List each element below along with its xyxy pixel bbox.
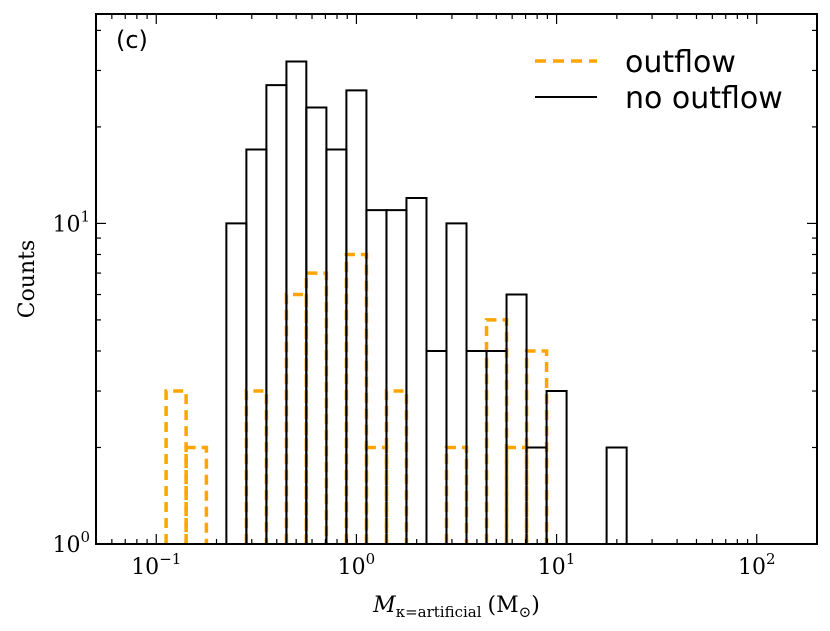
bin-no-outflow-0	[225, 222, 248, 544]
bin-outflow-1	[184, 445, 209, 544]
bin-no-outflow-12	[465, 349, 488, 544]
x-axis-label-unit: (M	[488, 593, 519, 618]
bin-no-outflow-6	[345, 89, 368, 544]
series-outflow	[164, 252, 549, 544]
x-axis-label-unit-close: )	[531, 593, 540, 618]
bin-no-outflow-5	[325, 148, 348, 544]
legend-label-outflow: outflow	[625, 45, 736, 80]
x-tick-label: 100	[338, 550, 376, 580]
y-tick-label: 101	[52, 207, 90, 237]
x-tick-label: 102	[738, 550, 776, 580]
bin-no-outflow-16	[545, 390, 568, 544]
bin-no-outflow-14	[505, 293, 528, 544]
bin-no-outflow-10	[425, 349, 448, 544]
legend-label-no-outflow: no outflow	[625, 81, 783, 116]
bin-outflow-3	[284, 292, 309, 544]
bin-no-outflow-15	[525, 446, 548, 544]
bin-outflow-0	[164, 389, 188, 544]
bin-no-outflow-8	[385, 209, 408, 544]
plot-frame	[95, 13, 818, 545]
bin-no-outflow-4	[305, 106, 328, 544]
x-tick-label: 101	[538, 550, 576, 580]
bin-no-outflow-13	[485, 349, 508, 544]
bin-no-outflow-11	[445, 222, 468, 544]
series-layer	[164, 60, 628, 544]
bin-no-outflow-3	[285, 60, 308, 544]
bin-outflow-8	[444, 445, 469, 544]
bin-no-outflow-7	[365, 209, 388, 544]
y-axis-label: Counts	[15, 240, 40, 319]
bin-outflow-2	[244, 389, 269, 544]
x-axis-label-subscript: κ=artificial	[396, 603, 482, 621]
bin-outflow-4	[304, 271, 329, 544]
y-tick-label: 100	[52, 528, 90, 558]
bin-outflow-5	[344, 252, 369, 544]
bin-outflow-7	[384, 389, 409, 544]
bin-no-outflow-1	[245, 148, 268, 544]
x-tick-label: 10−1	[131, 550, 181, 580]
legend: outflow no outflow	[535, 45, 783, 116]
ticks-layer: 10−1 100 101 102 100 101	[52, 14, 817, 580]
bin-no-outflow-9	[405, 197, 428, 544]
bin-no-outflow-17	[605, 446, 628, 544]
x-axis-label-unit-sub: ⊙	[519, 603, 532, 621]
series-no-outflow	[225, 60, 628, 544]
bin-outflow-6	[364, 445, 389, 544]
x-axis-label-symbol: M	[372, 593, 396, 618]
bin-outflow-10	[504, 445, 529, 544]
bin-no-outflow-2	[265, 84, 288, 544]
panel-label: (c)	[116, 26, 148, 54]
x-axis-label: Mκ=artificial (M⊙)	[372, 593, 540, 621]
bin-outflow-9	[484, 318, 509, 544]
